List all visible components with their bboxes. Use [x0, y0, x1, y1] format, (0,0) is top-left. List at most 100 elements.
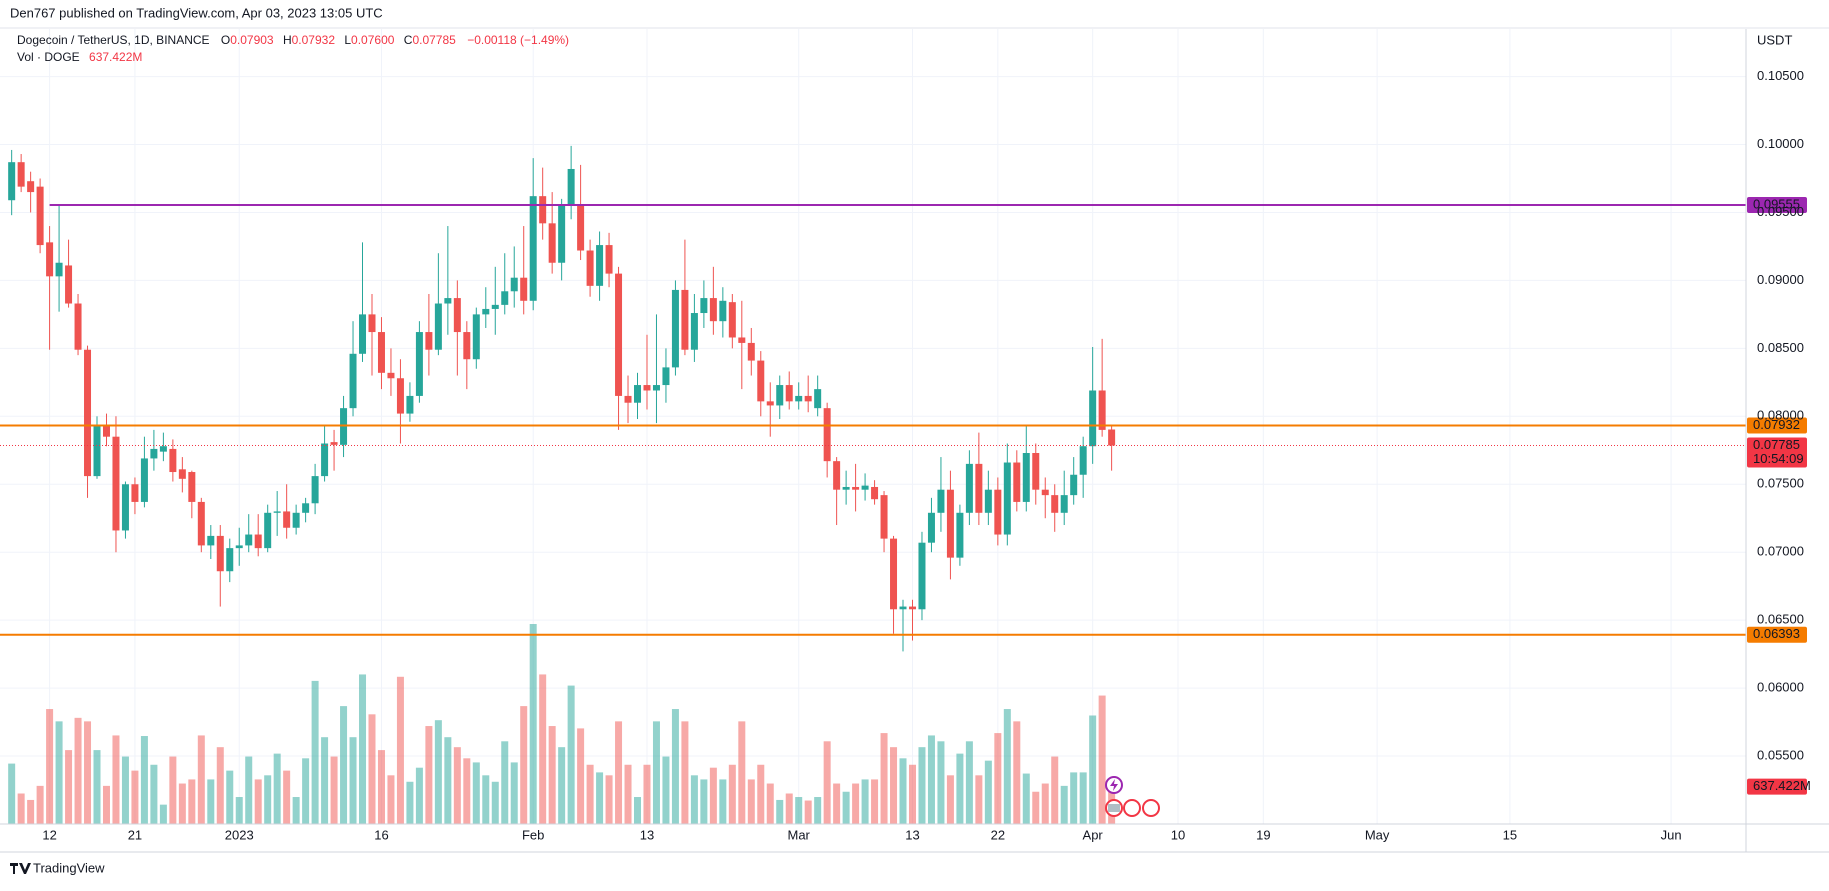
volume-bar	[235, 797, 243, 824]
volume-bar	[491, 781, 499, 824]
volume-bar	[55, 721, 63, 824]
x-tick-label: Jun	[1661, 827, 1682, 842]
legend-value: 0.07903	[230, 33, 274, 47]
level-tag	[1747, 196, 1807, 213]
volume-bar	[349, 737, 357, 824]
volume-bar	[558, 747, 566, 824]
volume-bar	[330, 756, 338, 824]
volume-bar	[994, 733, 1002, 824]
candle-body	[273, 511, 281, 513]
candle-body	[121, 484, 129, 531]
candle-body	[567, 168, 575, 205]
candle-body	[757, 360, 765, 402]
candle-body	[709, 298, 717, 322]
volume-bar	[415, 767, 423, 824]
x-tick-label: 13	[640, 827, 654, 842]
legend-value: 0.07932	[292, 33, 336, 47]
candle-body	[852, 486, 860, 490]
event-icons	[1105, 776, 1160, 817]
candle-body	[785, 385, 793, 402]
volume-bar	[245, 756, 253, 824]
candle-body	[226, 548, 234, 572]
volume-bar	[216, 747, 224, 824]
candle-body	[178, 469, 186, 479]
volume-bar	[140, 736, 148, 824]
volume-bar	[738, 721, 746, 824]
x-tick-label: 2023	[225, 827, 254, 842]
volume-bar	[890, 747, 898, 824]
legend-title: Dogecoin / TetherUS, 1D, BINANCE O0.0790…	[17, 33, 569, 47]
legend-key: C	[404, 33, 413, 47]
volume-bar	[1070, 772, 1078, 824]
candle-body	[624, 395, 632, 403]
x-tick-label: Apr	[1083, 827, 1104, 842]
volume-bar	[444, 737, 452, 824]
volume-bar	[880, 733, 888, 824]
candle-body	[833, 461, 841, 490]
candle-body	[425, 332, 433, 350]
candle-body	[482, 308, 490, 315]
volume-bar	[747, 779, 755, 824]
candle-body	[501, 291, 509, 305]
candle-body	[463, 332, 471, 360]
candle-body	[1022, 453, 1030, 502]
candle-body	[55, 262, 63, 277]
volume-bar	[121, 756, 129, 824]
event-icon	[1142, 799, 1160, 817]
volume-bar	[975, 775, 983, 824]
volume-bar	[112, 735, 120, 824]
candle-body	[17, 162, 25, 187]
candle-body	[169, 448, 177, 473]
volume-bar	[785, 793, 793, 824]
event-icon	[1123, 799, 1141, 817]
volume-bar	[226, 770, 234, 824]
volume-bar	[1032, 791, 1040, 824]
volume-bar	[377, 750, 385, 824]
candle-body	[671, 289, 679, 368]
y-tick-label: 0.06500	[1757, 612, 1804, 627]
candle-body	[643, 385, 651, 391]
candle-body	[1032, 453, 1040, 490]
volume-bar	[292, 797, 300, 824]
volume-pane	[8, 624, 1116, 824]
volume-bar	[131, 770, 139, 824]
volume-bar	[36, 785, 44, 824]
volume-bar	[65, 750, 73, 824]
candle-body	[965, 463, 973, 513]
legend-value: 0.07600	[351, 33, 395, 47]
volume-bar	[8, 763, 16, 824]
candle-body	[434, 303, 442, 350]
volume-bar	[340, 706, 348, 824]
candle-body	[472, 314, 480, 360]
volume-bar	[472, 762, 480, 824]
volume-bar	[387, 775, 395, 824]
y-tick-label: 0.06000	[1757, 680, 1804, 695]
candle-body	[444, 298, 452, 304]
candle-body	[1013, 462, 1021, 502]
volume-bar	[283, 770, 291, 824]
candle-body	[1089, 390, 1097, 447]
volume-bar	[539, 674, 547, 824]
volume-bar	[871, 779, 879, 824]
candle-body	[1060, 495, 1068, 513]
volume-bar	[93, 750, 101, 824]
level-tag	[1747, 626, 1807, 643]
volume-bar	[577, 728, 585, 824]
volume-bar	[757, 764, 765, 824]
candle-body	[908, 606, 916, 610]
volume-bar	[396, 676, 404, 824]
candle-body	[994, 489, 1002, 535]
candle-body	[292, 512, 300, 528]
candle-body	[216, 535, 224, 572]
volume-bar	[159, 804, 167, 824]
volume-bar	[662, 756, 670, 824]
volume-bar	[74, 717, 82, 824]
legend-symbol: Dogecoin / TetherUS, 1D, BINANCE	[17, 33, 210, 47]
volume-bar	[434, 720, 442, 824]
volume-bar	[984, 760, 992, 824]
volume-bar	[814, 797, 822, 824]
candle-body	[615, 273, 623, 396]
candle-body	[662, 367, 670, 386]
candle-body	[681, 289, 689, 350]
candle-body	[927, 512, 935, 543]
